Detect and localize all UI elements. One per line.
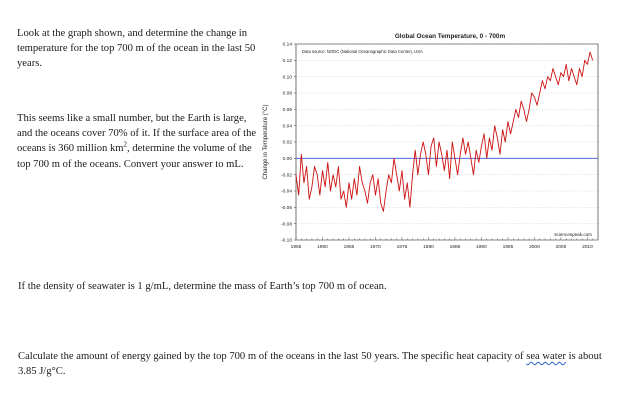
chart-title: Global Ocean Temperature, 0 - 700m	[395, 33, 506, 40]
question-ocean-volume-text-b: , determine the volume of the top 700 m …	[17, 143, 252, 170]
question-energy-text-b: is about 3.85 J/g°C.	[18, 351, 602, 378]
y-axis-label: Change in Temperature (°C)	[263, 105, 269, 180]
y-tick-label: 0.12	[283, 58, 293, 64]
chart-subtitle: Data source: NODC (National Oceanographi…	[302, 49, 423, 54]
series-line	[295, 51, 594, 212]
x-tick-label: 1980	[423, 244, 434, 250]
question-change-in-temperature: Look at the graph shown, and determine t…	[17, 28, 256, 70]
y-tick-label: 0.06	[283, 107, 293, 113]
y-tick-label: 0.10	[283, 74, 293, 80]
question-energy-text-a: Calculate the amount of energy gained by…	[18, 351, 527, 362]
y-tick-label: -0.10	[281, 238, 292, 244]
question-energy-gained: Calculate the amount of energy gained by…	[18, 349, 618, 379]
y-tick-label: -0.08	[281, 221, 292, 227]
x-tick-label: 1985	[450, 244, 461, 250]
x-tick-label: 2005	[556, 244, 567, 250]
x-tick-label: 2010	[582, 244, 593, 250]
question-ocean-mass: If the density of seawater is 1 g/mL, de…	[18, 281, 387, 292]
x-tick-label: 1995	[503, 244, 514, 250]
question-ocean-volume: This seems like a small number, but the …	[17, 111, 261, 172]
y-tick-label: 0.00	[283, 156, 293, 162]
y-tick-label: -0.02	[281, 172, 292, 178]
superscript-two: 2	[123, 140, 128, 149]
question-ocean-volume-text-a: This seems like a small number, but the …	[17, 113, 257, 155]
x-tick-label: 1960	[317, 244, 328, 250]
chart-watermark: sciencespeak.com	[554, 232, 592, 237]
ocean-temperature-chart: 0.14 0.12 0.10 0.08 0.06 0.04 0.02 0.00 -0.02 -0.…	[263, 33, 599, 250]
y-tick-label: 0.08	[283, 91, 293, 97]
y-tick-label: 0.04	[283, 123, 293, 129]
x-tick-label: 1965	[344, 244, 355, 250]
y-tick-label: -0.06	[281, 205, 292, 211]
y-tick-label: 0.14	[283, 42, 293, 48]
spellcheck-underlined-text: sea water	[526, 351, 566, 362]
y-tick-label: 0.02	[283, 140, 293, 146]
x-tick-label: 1955	[291, 244, 302, 250]
x-tick-label: 1975	[397, 244, 408, 250]
x-tick-label: 1970	[370, 244, 381, 250]
x-tick-label: 1990	[476, 244, 487, 250]
y-tick-label: -0.04	[281, 189, 292, 195]
x-tick-label: 2000	[529, 244, 540, 250]
